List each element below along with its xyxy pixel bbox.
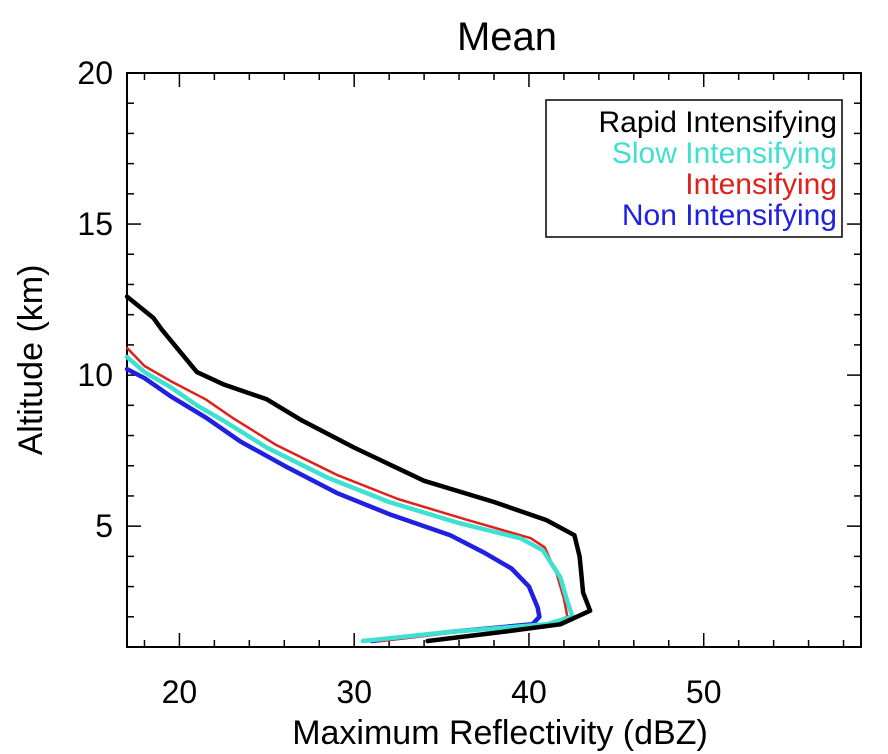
series-line-non-intensifying — [124, 366, 542, 644]
y-tick-label: 15 — [77, 206, 113, 242]
legend-entry-slow-intensifying: Slow Intensifying — [612, 137, 837, 170]
legend-box — [545, 99, 843, 238]
legend-entry-intensifying: Intensifying — [685, 168, 837, 201]
y-tick-label: 10 — [77, 357, 113, 393]
series-line-intensifying — [125, 346, 569, 643]
x-tick-label: 20 — [162, 674, 198, 710]
y-tick-label: 5 — [95, 508, 113, 544]
x-tick-label: 40 — [511, 674, 547, 710]
chart-title: Mean — [457, 15, 557, 59]
x-axis-label: Maximum Reflectivity (dBZ) — [292, 714, 708, 752]
axis-ticks: 20 30 40 50 5 10 15 20 — [77, 55, 861, 710]
series-line-slow-intensifying — [124, 354, 575, 644]
legend-entry-non-intensifying: Non Intensifying — [622, 199, 837, 232]
series-line-rapid-intensifying — [124, 294, 593, 644]
x-tick-label: 50 — [686, 674, 722, 710]
y-tick-label: 20 — [77, 55, 113, 91]
y-axis-label: Altitude (km) — [12, 265, 50, 456]
legend: Rapid Intensifying Slow Intensifying Int… — [545, 99, 843, 238]
series-lines — [124, 294, 593, 644]
legend-entry-rapid-intensifying: Rapid Intensifying — [599, 106, 837, 139]
x-tick-label: 30 — [336, 674, 372, 710]
